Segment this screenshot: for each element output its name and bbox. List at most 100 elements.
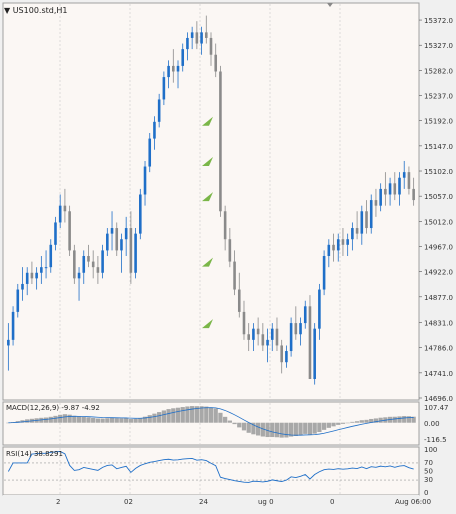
macd-bar <box>373 418 379 423</box>
macd-bar <box>142 416 148 423</box>
time-axis: 2 02 24 ug 0 0 Aug 06:00 <box>56 498 431 506</box>
candle-body <box>360 211 364 234</box>
macd-bar <box>119 418 124 423</box>
macd-bar <box>298 422 303 436</box>
candle-body <box>294 323 298 335</box>
macd-bar <box>133 418 138 423</box>
candle-body <box>355 228 359 234</box>
macd-bar <box>124 418 129 423</box>
macd-bar <box>326 422 331 428</box>
macd-bar <box>53 415 58 423</box>
candle-body <box>16 289 20 312</box>
rsi-panel[interactable] <box>2 446 420 496</box>
candle-body <box>299 323 302 335</box>
macd-bar <box>171 408 176 423</box>
candle-body <box>402 172 406 178</box>
price-tick-label: 15282.0 <box>424 67 453 75</box>
macd-bar <box>152 413 157 423</box>
macd-bar <box>208 407 214 423</box>
trade-arrow-icon <box>202 319 213 329</box>
candle-body <box>303 306 307 324</box>
chart-title: ▼ US100.std,H1 <box>4 6 67 15</box>
candle-body <box>167 65 170 78</box>
chart-symbol: US100.std,H1 <box>12 6 68 15</box>
macd-bar <box>166 409 171 423</box>
candle-body <box>393 183 397 195</box>
price-tick-label: 15372.0 <box>424 17 453 25</box>
macd-bar <box>227 420 232 423</box>
macd-bar <box>43 417 49 423</box>
candle-body <box>7 339 10 346</box>
candle-body <box>275 328 279 346</box>
macd-bar <box>180 407 185 423</box>
macd-bar <box>232 422 237 425</box>
candle-body <box>30 272 34 279</box>
macd-bar <box>223 416 228 423</box>
macd-bar <box>86 417 91 423</box>
candle-body <box>139 194 142 234</box>
macd-bar <box>175 407 181 423</box>
scroll-marker-icon[interactable] <box>327 3 333 7</box>
candle-body <box>68 211 71 251</box>
candle-body <box>280 345 283 363</box>
macd-bar <box>95 418 101 423</box>
candle-body <box>223 211 227 240</box>
trade-arrows <box>202 116 213 329</box>
candle-body <box>308 306 312 379</box>
macd-bar <box>62 414 68 423</box>
candle-body <box>412 188 415 201</box>
candle-body <box>322 255 326 290</box>
macd-bar <box>369 418 374 423</box>
candle-body <box>82 255 86 273</box>
macd-tick-label: 107.47 <box>424 404 449 412</box>
price-tick-label: 14741.0 <box>424 370 453 378</box>
candle-body <box>398 177 401 195</box>
dropdown-icon[interactable]: ▼ <box>4 6 11 15</box>
candle-body <box>252 328 255 340</box>
macd-bar <box>411 416 416 423</box>
macd-bar <box>81 416 86 423</box>
macd-scale: 107.47 0.00 -116.5 <box>424 404 449 444</box>
candle-body <box>195 32 199 44</box>
candle-body <box>162 77 166 100</box>
macd-bar <box>6 422 11 424</box>
candle-body <box>134 233 137 273</box>
macd-bar <box>237 422 242 428</box>
candle-body <box>256 328 260 335</box>
candle-body <box>270 328 274 340</box>
candle-body <box>106 233 109 251</box>
candle-body <box>351 228 354 240</box>
candle-body <box>124 228 128 240</box>
macd-bar <box>72 415 77 423</box>
time-axis-bar <box>3 495 419 509</box>
candles <box>7 15 415 385</box>
macd-bar <box>350 421 355 423</box>
price-tick-label: 14877.0 <box>424 294 453 302</box>
macd-bar <box>213 408 218 423</box>
price-panel[interactable] <box>2 2 420 401</box>
macd-bar <box>204 406 209 423</box>
rsi-polyline <box>7 451 414 483</box>
candle-body <box>313 328 316 379</box>
rsi-tick-label: 100 <box>424 446 437 454</box>
macd-bar <box>161 410 166 423</box>
candle-body <box>172 65 175 72</box>
macd-bar <box>199 406 204 423</box>
rsi-tick-label: 30 <box>424 476 433 484</box>
candle-body <box>129 228 133 273</box>
price-tick-label: 15147.0 <box>424 143 453 151</box>
macd-bar <box>345 422 350 424</box>
macd-bar <box>105 418 110 423</box>
macd-bar <box>402 416 407 423</box>
candle-body <box>120 239 123 251</box>
rsi-line <box>4 451 418 483</box>
candle-body <box>228 239 232 262</box>
candle-body <box>237 289 241 312</box>
macd-bar <box>185 406 190 423</box>
trade-arrow-icon <box>202 156 213 166</box>
macd-bar <box>364 419 369 423</box>
macd-bar <box>109 417 115 423</box>
